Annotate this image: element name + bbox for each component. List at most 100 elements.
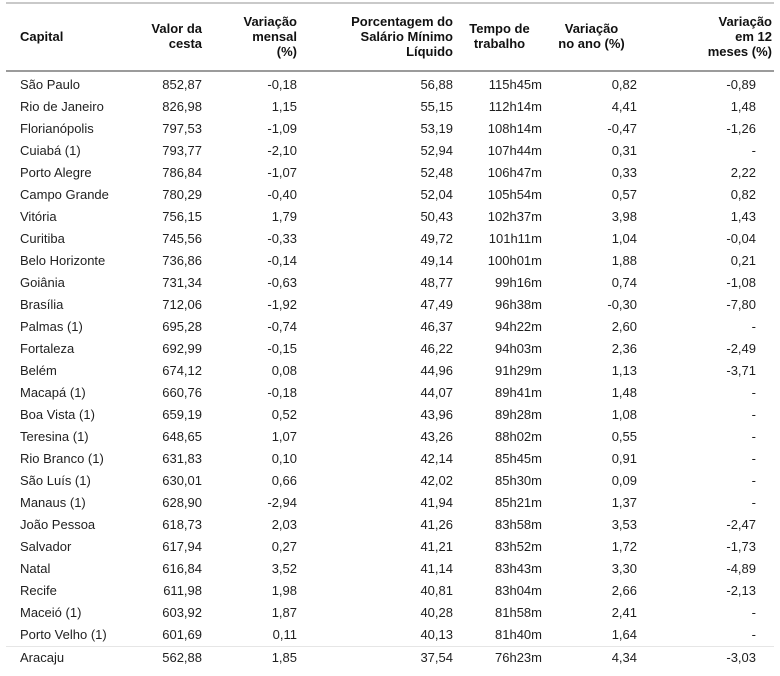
cell-tempo-trabalho: 81h58m: [495, 605, 542, 620]
cell-porcentagem-salario: 43,26: [420, 429, 453, 444]
capitals-basket-table: Capital Valor da cesta Variação mensal (…: [6, 2, 774, 669]
cell-variacao-12-meses: -2,13: [726, 583, 756, 598]
cell-variacao-mensal: 0,52: [271, 407, 297, 422]
cell-variacao-no-ano: 1,08: [611, 407, 637, 422]
cell-valor-cesta: 628,90: [162, 495, 202, 510]
cell-porcentagem-salario: 37,54: [299, 646, 455, 669]
cell-variacao-12-meses: -0,89: [726, 77, 756, 92]
table-row: Campo Grande 780,29 -0,40 52,04 105h54m …: [6, 184, 774, 206]
cell-capital: Fortaleza: [20, 341, 75, 356]
table-row: Aracaju 562,88 1,85 37,54 76h23m 4,34 -3…: [6, 646, 774, 669]
cell-variacao-mensal: 0,27: [271, 539, 297, 554]
cell-capital: Teresina (1): [20, 429, 89, 444]
cell-tempo-trabalho: 102h37m: [487, 209, 542, 224]
cell-tempo-trabalho: 83h52m: [495, 539, 542, 554]
cell-capital: Campo Grande: [20, 187, 109, 202]
cell-tempo-trabalho: 108h14m: [487, 121, 542, 136]
cell-variacao-12-meses: -: [751, 473, 756, 488]
cell-capital: João Pessoa: [20, 517, 96, 532]
cell-capital: Rio Branco (1): [20, 451, 104, 466]
col-header-valor-cesta: Valor da cesta: [140, 3, 204, 72]
cell-variacao-mensal: -1,92: [267, 297, 297, 312]
cell-variacao-no-ano: 0,91: [611, 451, 637, 466]
cell-variacao-mensal: -1,07: [267, 165, 297, 180]
cell-variacao-mensal: 1,98: [271, 583, 297, 598]
cell-variacao-no-ano: 3,53: [611, 517, 637, 532]
cell-variacao-mensal: 0,10: [271, 451, 297, 466]
cell-tempo-trabalho: 81h40m: [495, 627, 542, 642]
cell-tempo-trabalho: 85h21m: [495, 495, 542, 510]
cell-variacao-no-ano: 0,55: [611, 429, 637, 444]
cell-capital: Brasília: [20, 297, 64, 312]
cell-variacao-12-meses: -1,26: [726, 121, 756, 136]
cell-valor-cesta: 616,84: [162, 561, 202, 576]
cell-variacao-12-meses: -1,73: [726, 539, 756, 554]
cell-variacao-no-ano: 4,34: [544, 646, 639, 669]
cell-variacao-no-ano: 1,48: [611, 385, 637, 400]
table-row: Belém 674,12 0,08 44,96 91h29m 1,13 -3,7…: [6, 360, 774, 382]
table-row: Goiânia 731,34 -0,63 48,77 99h16m 0,74 -…: [6, 272, 774, 294]
cell-valor-cesta: 756,15: [162, 209, 202, 224]
cell-variacao-12-meses: -: [751, 385, 756, 400]
cell-variacao-no-ano: -0,30: [607, 297, 637, 312]
cell-capital: Belém: [20, 363, 57, 378]
cell-capital: Porto Alegre: [20, 165, 92, 180]
cell-valor-cesta: 852,87: [162, 77, 202, 92]
cell-valor-cesta: 826,98: [162, 99, 202, 114]
table-row: Natal 616,84 3,52 41,14 83h43m 3,30 -4,8…: [6, 558, 774, 580]
cell-variacao-no-ano: 0,31: [611, 143, 637, 158]
cell-variacao-12-meses: 1,43: [730, 209, 756, 224]
table-row: Manaus (1) 628,90 -2,94 41,94 85h21m 1,3…: [6, 492, 774, 514]
cell-porcentagem-salario: 40,81: [420, 583, 453, 598]
cell-capital: Cuiabá (1): [20, 143, 81, 158]
cell-porcentagem-salario: 53,19: [420, 121, 453, 136]
cell-variacao-12-meses: -: [751, 627, 756, 642]
table-row: Porto Velho (1) 601,69 0,11 40,13 81h40m…: [6, 624, 774, 647]
cell-valor-cesta: 659,19: [162, 407, 202, 422]
cell-variacao-no-ano: 3,30: [611, 561, 637, 576]
cell-variacao-no-ano: 1,37: [611, 495, 637, 510]
cell-porcentagem-salario: 41,94: [420, 495, 453, 510]
cell-valor-cesta: 731,34: [162, 275, 202, 290]
table-row: Porto Alegre 786,84 -1,07 52,48 106h47m …: [6, 162, 774, 184]
cell-porcentagem-salario: 40,28: [420, 605, 453, 620]
cell-tempo-trabalho: 94h22m: [495, 319, 542, 334]
table-row: Curitiba 745,56 -0,33 49,72 101h11m 1,04…: [6, 228, 774, 250]
cell-tempo-trabalho: 76h23m: [455, 646, 544, 669]
cell-porcentagem-salario: 42,14: [420, 451, 453, 466]
cell-capital: Macapá (1): [20, 385, 86, 400]
cell-valor-cesta: 786,84: [162, 165, 202, 180]
cell-variacao-mensal: 0,08: [271, 363, 297, 378]
table-row: Boa Vista (1) 659,19 0,52 43,96 89h28m 1…: [6, 404, 774, 426]
cell-variacao-no-ano: 0,33: [611, 165, 637, 180]
col-header-capital: Capital: [6, 3, 140, 72]
cell-variacao-no-ano: -0,47: [607, 121, 637, 136]
cell-capital: Maceió (1): [20, 605, 82, 620]
cell-variacao-12-meses: 2,22: [730, 165, 756, 180]
cell-variacao-mensal: -1,09: [267, 121, 297, 136]
table-row: Florianópolis 797,53 -1,09 53,19 108h14m…: [6, 118, 774, 140]
cell-valor-cesta: 603,92: [162, 605, 202, 620]
table-row: Rio de Janeiro 826,98 1,15 55,15 112h14m…: [6, 96, 774, 118]
cell-variacao-12-meses: -7,80: [726, 297, 756, 312]
cell-porcentagem-salario: 55,15: [420, 99, 453, 114]
cell-variacao-12-meses: -3,03: [639, 646, 774, 669]
table-row: Fortaleza 692,99 -0,15 46,22 94h03m 2,36…: [6, 338, 774, 360]
cell-tempo-trabalho: 91h29m: [495, 363, 542, 378]
table-row: Belo Horizonte 736,86 -0,14 49,14 100h01…: [6, 250, 774, 272]
cell-variacao-no-ano: 1,88: [611, 253, 637, 268]
cell-porcentagem-salario: 44,07: [420, 385, 453, 400]
cell-valor-cesta: 617,94: [162, 539, 202, 554]
cell-valor-cesta: 618,73: [162, 517, 202, 532]
cell-capital: Florianópolis: [20, 121, 94, 136]
cell-valor-cesta: 745,56: [162, 231, 202, 246]
cell-capital: Aracaju: [6, 646, 140, 669]
col-header-variacao-mensal: Variação mensal (%): [204, 3, 299, 72]
cell-variacao-no-ano: 1,64: [611, 627, 637, 642]
cell-variacao-no-ano: 4,41: [611, 99, 637, 114]
cell-valor-cesta: 562,88: [140, 646, 204, 669]
cell-capital: Boa Vista (1): [20, 407, 95, 422]
cell-tempo-trabalho: 83h04m: [495, 583, 542, 598]
cell-porcentagem-salario: 56,88: [420, 77, 453, 92]
